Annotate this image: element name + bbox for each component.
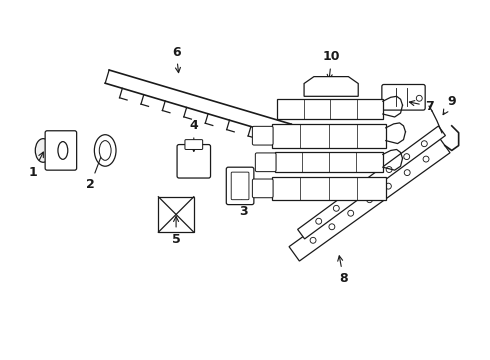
Circle shape	[316, 218, 321, 224]
Circle shape	[348, 210, 354, 216]
Ellipse shape	[35, 139, 51, 162]
Circle shape	[421, 141, 427, 147]
FancyBboxPatch shape	[382, 85, 425, 110]
Polygon shape	[271, 177, 386, 200]
Polygon shape	[289, 138, 450, 261]
Circle shape	[310, 237, 316, 243]
Text: 4: 4	[190, 120, 198, 151]
Ellipse shape	[99, 141, 111, 160]
Text: 8: 8	[338, 256, 348, 285]
Polygon shape	[271, 124, 386, 148]
Circle shape	[404, 170, 410, 176]
Bar	[158, 197, 194, 232]
Circle shape	[386, 167, 392, 172]
Polygon shape	[277, 99, 383, 119]
FancyBboxPatch shape	[226, 167, 254, 204]
Circle shape	[416, 95, 422, 101]
Circle shape	[351, 193, 357, 198]
Text: 5: 5	[172, 216, 180, 246]
Polygon shape	[304, 77, 358, 96]
FancyBboxPatch shape	[231, 172, 249, 200]
Circle shape	[368, 180, 374, 185]
FancyBboxPatch shape	[45, 131, 76, 170]
Circle shape	[404, 154, 410, 159]
Ellipse shape	[95, 135, 116, 166]
Text: 10: 10	[323, 50, 341, 80]
Text: 9: 9	[443, 95, 456, 114]
FancyBboxPatch shape	[252, 126, 273, 145]
FancyBboxPatch shape	[252, 179, 273, 198]
Polygon shape	[274, 152, 383, 172]
Polygon shape	[297, 126, 445, 239]
Text: 6: 6	[172, 45, 180, 73]
Circle shape	[333, 205, 339, 211]
Text: 2: 2	[86, 149, 104, 192]
Circle shape	[386, 183, 392, 189]
Circle shape	[329, 224, 335, 230]
FancyBboxPatch shape	[177, 145, 211, 178]
FancyBboxPatch shape	[255, 153, 276, 172]
Text: 7: 7	[410, 100, 434, 113]
Circle shape	[367, 197, 372, 203]
FancyBboxPatch shape	[185, 140, 203, 149]
Circle shape	[423, 156, 429, 162]
Text: 1: 1	[29, 152, 43, 179]
Text: 3: 3	[239, 191, 247, 218]
Ellipse shape	[58, 141, 68, 159]
